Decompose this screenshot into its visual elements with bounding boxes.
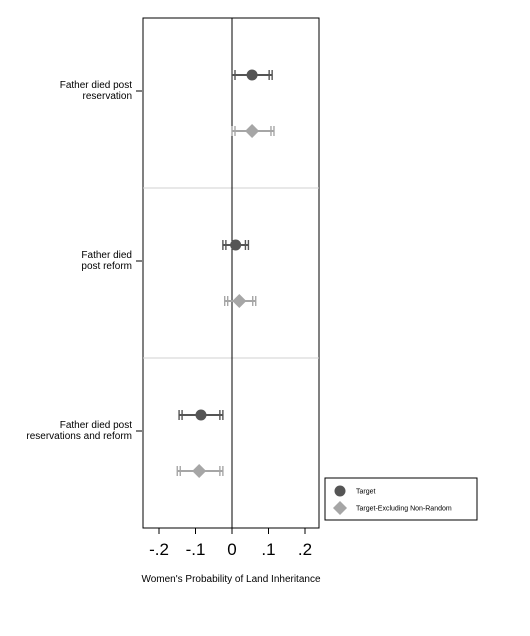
- point-estimate: [230, 239, 242, 251]
- group-separators: [143, 187, 319, 359]
- x-tick-label: .2: [298, 540, 312, 559]
- legend-label: Target: [356, 489, 376, 496]
- category-label-line: post reform: [81, 261, 132, 272]
- x-tick-label: .1: [261, 540, 275, 559]
- x-tick-label: -.2: [149, 540, 169, 559]
- point-estimate: [245, 124, 260, 138]
- x-axis-ticks: -.2 -.1 0 .1 .2: [149, 528, 312, 559]
- category-label-line: Father died post: [60, 420, 132, 431]
- plot-frame: [142, 17, 320, 529]
- legend: Target Target-Excluding Non-Random: [324, 477, 478, 521]
- category-label: Father died post reform: [81, 250, 132, 272]
- legend-marker: [333, 501, 347, 515]
- category-label-line: reservation: [83, 91, 132, 102]
- x-axis-title: Women's Probability of Land Inheritance: [141, 574, 320, 585]
- legend-label: Target-Excluding Non-Random: [356, 506, 452, 513]
- coefficient-marks: [176, 69, 275, 478]
- legend-marker: [334, 485, 346, 497]
- legend-items: Target Target-Excluding Non-Random: [333, 485, 452, 515]
- category-label-line: Father died post: [60, 80, 132, 91]
- point-estimate: [246, 69, 258, 81]
- category-label: Father died post reservations and reform: [26, 420, 132, 442]
- point-estimate: [192, 464, 207, 478]
- category-label: Father died post reservation: [60, 80, 132, 102]
- point-estimate: [195, 409, 207, 421]
- x-tick-label: -.1: [186, 540, 206, 559]
- category-label-line: Father died: [81, 250, 132, 261]
- legend-box: [324, 477, 478, 521]
- point-estimate: [232, 294, 247, 308]
- x-tick-label: 0: [227, 540, 236, 559]
- category-label-line: reservations and reform: [26, 431, 132, 442]
